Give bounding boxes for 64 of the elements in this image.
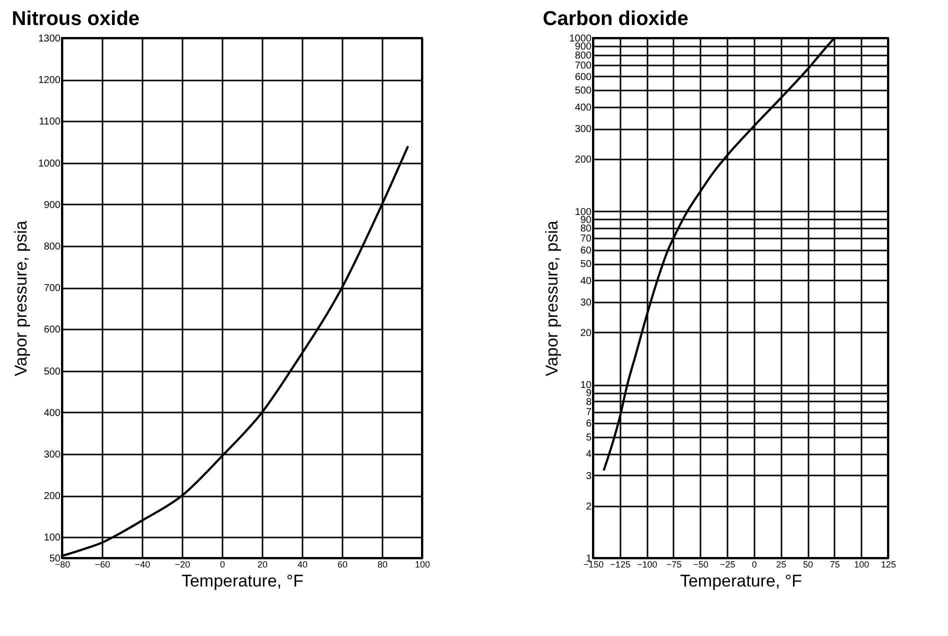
x-tick-label: −75 <box>666 560 682 570</box>
x-tick-label: −50 <box>693 560 708 570</box>
x-tick-label: −40 <box>134 560 150 570</box>
y-tick-label: 400 <box>574 102 592 114</box>
y-tick-label: 1000 <box>38 158 61 170</box>
y-tick-label: 1200 <box>38 75 61 86</box>
x-tick-label: 100 <box>414 560 430 570</box>
y-tick-label: 5 <box>586 432 592 444</box>
y-tick-label: 800 <box>44 242 61 252</box>
x-tick-label: −125 <box>610 560 630 570</box>
y-tick-label: 1100 <box>38 116 61 128</box>
x-tick-label: 100 <box>854 560 870 570</box>
y-tick-label: 800 <box>574 50 592 62</box>
chart-title: Carbon dioxide <box>542 8 688 30</box>
y-tick-label: 3 <box>586 470 592 482</box>
x-axis-title: Temperature, °F <box>680 572 802 590</box>
y-tick-label: 80 <box>580 224 592 235</box>
x-tick-label: 25 <box>776 560 786 570</box>
y-tick-label: 900 <box>574 41 592 52</box>
y-tick-label: 9 <box>586 388 592 400</box>
y-tick-label: 20 <box>580 328 592 339</box>
x-tick-label: 20 <box>257 560 268 570</box>
y-tick-label: 700 <box>44 283 61 294</box>
y-tick-label: 6 <box>586 418 592 430</box>
x-tick-label: 60 <box>337 560 348 570</box>
y-tick-label: 60 <box>580 245 592 256</box>
y-tick-label: 600 <box>574 72 592 83</box>
y-tick-label: 40 <box>580 276 592 287</box>
x-tick-label: 0 <box>220 560 226 570</box>
x-tick-label: −20 <box>174 560 190 570</box>
x-tick-label: 50 <box>803 560 814 570</box>
y-tick-label: 2 <box>586 501 592 512</box>
x-axis-title: Temperature, °F <box>181 572 304 590</box>
x-tick-label: 125 <box>880 560 896 570</box>
y-axis-title: Vapor pressure, psia <box>542 220 562 376</box>
x-tick-label: 0 <box>752 560 757 570</box>
y-tick-label: 200 <box>44 491 61 502</box>
y-tick-label: 500 <box>574 86 592 97</box>
y-tick-label: 7 <box>586 407 592 418</box>
x-tick-label: −25 <box>720 560 736 570</box>
y-tick-label: 500 <box>44 366 61 378</box>
chart-title: Nitrous oxide <box>12 8 140 30</box>
x-tick-label: −100 <box>636 560 658 570</box>
y-tick-label: 900 <box>44 200 61 211</box>
y-tick-label: 30 <box>580 297 592 308</box>
y-axis-title: Vapor pressure, psia <box>11 220 30 376</box>
y-tick-label: 600 <box>44 324 61 336</box>
y-tick-label: 700 <box>574 60 592 72</box>
x-tick-label: 40 <box>297 560 308 570</box>
y-tick-label: 300 <box>574 124 592 136</box>
y-tick-label: 4 <box>586 449 592 460</box>
y-tick-label: 300 <box>44 450 61 460</box>
x-tick-label: −80 <box>54 560 70 570</box>
y-tick-label: 1300 <box>38 34 61 44</box>
y-tick-label: 100 <box>44 532 61 544</box>
y-tick-label: 200 <box>574 154 592 166</box>
x-tick-label: 80 <box>377 560 388 570</box>
y-tick-label: 8 <box>586 396 592 408</box>
x-tick-label: −60 <box>94 560 110 570</box>
y-tick-label: 400 <box>44 408 61 419</box>
x-tick-label: 75 <box>830 560 840 570</box>
y-tick-label: 50 <box>580 259 592 270</box>
y-tick-label: 70 <box>580 234 592 245</box>
y-tick-label: 90 <box>580 214 592 226</box>
